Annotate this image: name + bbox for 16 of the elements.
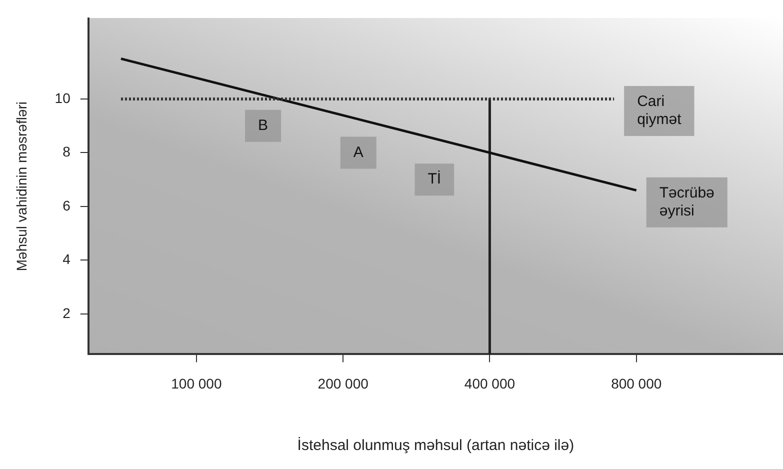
y-axis-title: Məhsul vahidinin məsrəfləri xyxy=(13,101,30,272)
x-axis-title: İstehsal olunmuş məhsul (artan nəticə ilə) xyxy=(297,436,574,454)
annotation: A xyxy=(353,144,364,161)
x-tick-label: 800 000 xyxy=(611,375,662,392)
y-tick-label: 2 xyxy=(62,304,71,321)
x-tick-label: 100 000 xyxy=(171,375,222,392)
annotation: B xyxy=(258,116,268,134)
x-tick-label: 400 000 xyxy=(464,375,516,392)
annotation: Tİ xyxy=(428,170,442,188)
x-tick-label: 200 000 xyxy=(318,375,369,392)
y-tick-label: 10 xyxy=(54,90,71,106)
series-label: Cari qiymət xyxy=(637,93,682,128)
y-tick-label: 6 xyxy=(62,197,71,214)
y-tick-label: 8 xyxy=(62,144,71,160)
series-label: Təcrübə əyrisi xyxy=(659,184,714,220)
y-tick-label: 4 xyxy=(62,251,71,268)
